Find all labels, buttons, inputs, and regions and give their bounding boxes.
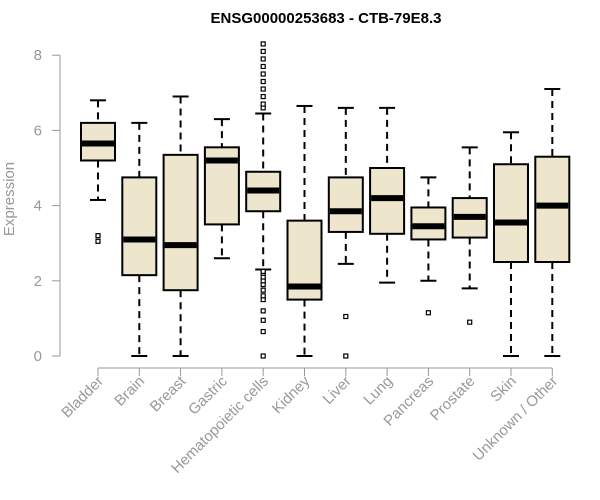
outlier-point	[260, 48, 266, 55]
box-group	[203, 118, 240, 260]
box-group	[534, 88, 571, 357]
outlier-point	[260, 56, 266, 62]
box-group	[245, 41, 282, 359]
outlier-point	[260, 93, 266, 100]
box-group	[410, 176, 447, 316]
boxes-layer	[80, 41, 571, 359]
x-tick-label: Prostate	[427, 373, 479, 425]
outlier-point	[260, 86, 266, 92]
outlier-point	[95, 238, 101, 244]
y-tick-label: 2	[34, 273, 42, 290]
y-tick-label: 8	[34, 47, 42, 64]
outlier-point	[260, 293, 266, 299]
x-tick-label: Breast	[147, 372, 190, 415]
box-group	[286, 104, 323, 357]
box-iqr	[121, 176, 158, 277]
box-group	[493, 131, 529, 357]
box-group	[369, 106, 406, 284]
outlier-point	[260, 328, 266, 335]
outlier-point	[260, 63, 266, 70]
x-tick-label: Brain	[111, 373, 148, 410]
outlier-point	[260, 317, 266, 323]
x-tick-label: Liver	[320, 373, 355, 408]
x-tick-label: Lung	[360, 373, 396, 409]
box-group	[162, 95, 199, 357]
outlier-point	[343, 353, 349, 359]
outlier-point	[260, 287, 266, 293]
outlier-point	[260, 78, 266, 85]
outlier-point	[260, 353, 266, 359]
box-group	[327, 106, 364, 359]
outlier-point	[425, 310, 431, 316]
box-group	[451, 146, 488, 325]
outlier-point	[260, 71, 266, 77]
outlier-point	[260, 268, 266, 274]
box-iqr	[327, 176, 364, 233]
box-group	[121, 121, 158, 357]
chart-title: ENSG00000253683 - CTB-79E8.3	[211, 10, 442, 27]
box-group	[80, 99, 116, 244]
outlier-point	[260, 308, 266, 314]
box-iqr	[493, 163, 529, 264]
outlier-point	[343, 313, 349, 320]
y-tick-label: 0	[34, 348, 42, 365]
outlier-point	[260, 41, 266, 47]
y-axis-label: Expression	[1, 162, 18, 236]
outlier-point	[95, 233, 101, 239]
box-iqr	[162, 153, 199, 292]
outlier-point	[467, 319, 473, 325]
x-tick-label: Skin	[487, 373, 520, 406]
y-tick-label: 4	[34, 198, 42, 215]
outlier-point	[260, 101, 266, 107]
x-tick-label: Kidney	[269, 372, 314, 417]
box-iqr	[534, 155, 571, 263]
y-tick-label: 6	[34, 122, 42, 139]
y-axis: 0 2 4 6 8	[34, 47, 61, 365]
x-tick-label: Bladder	[58, 373, 107, 422]
